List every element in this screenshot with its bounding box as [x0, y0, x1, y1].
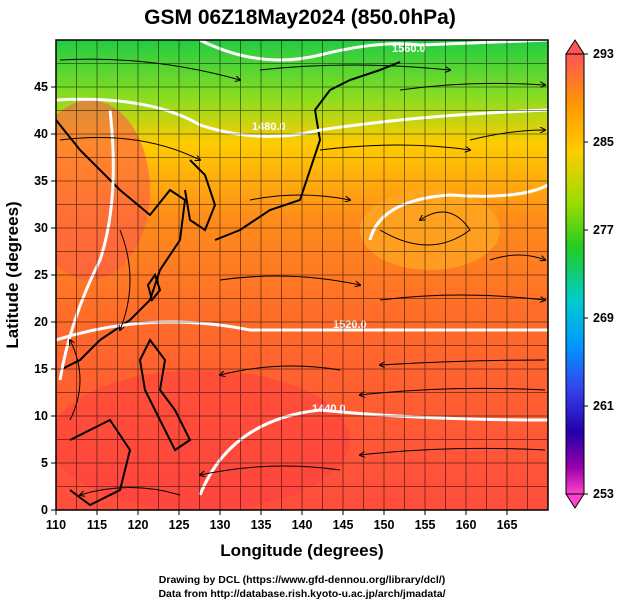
contour-1560	[199, 40, 548, 62]
streamline	[120, 229, 131, 330]
y-tick-label: 15	[34, 362, 48, 376]
streamline	[379, 211, 471, 246]
x-tick-label: 130	[210, 518, 231, 532]
contour-1500	[56, 97, 548, 138]
y-tick-label: 0	[41, 503, 48, 517]
streamline	[70, 340, 81, 421]
streamline	[200, 465, 341, 475]
streamline	[469, 130, 545, 141]
streamline	[489, 254, 545, 260]
x-tick-label: 135	[251, 518, 272, 532]
x-tick-label: 110	[46, 518, 66, 532]
streamline	[219, 275, 360, 285]
colorbar-top-cap	[565, 39, 585, 55]
y-tick-label: 35	[34, 174, 48, 188]
coastlines	[56, 61, 401, 507]
credit-line-1: Drawing by DCL (https://www.gfd-dennou.o…	[159, 574, 445, 586]
colorbar-ticks: 293 285 277 269 261 253	[584, 47, 614, 501]
credit-line-2: Data from http://database.rish.kyoto-u.a…	[158, 588, 445, 600]
chart-title: GSM 06Z18May2024 (850.0hPa)	[144, 6, 456, 29]
x-tick-label: 140	[292, 518, 313, 532]
y-axis-label: Latitude (degrees)	[3, 201, 22, 348]
contour-label: 1440.0	[312, 403, 346, 415]
x-tick-label: 125	[169, 518, 190, 532]
streamline	[360, 447, 546, 455]
streamline	[379, 294, 545, 300]
x-tick-label: 165	[497, 518, 518, 532]
contour-1440	[198, 408, 548, 496]
colorbar-tick-label: 285	[593, 135, 614, 149]
coastline-korea	[184, 159, 217, 232]
y-tick-label: 10	[34, 409, 48, 423]
colorbar-body	[565, 53, 585, 495]
streamline	[380, 359, 546, 365]
streamline	[80, 487, 181, 496]
streamline	[319, 144, 470, 150]
contour-label: 1520.0	[333, 319, 367, 331]
x-axis-label: Longitude (degrees)	[220, 541, 383, 560]
y-tick-label: 30	[34, 221, 48, 235]
wind-streamlines	[59, 58, 546, 496]
colorbar-tick-label: 269	[593, 311, 614, 325]
colorbar-tick-label: 293	[593, 47, 614, 61]
colorbar-tick-label: 277	[593, 223, 614, 237]
coastline-japan	[214, 61, 401, 241]
contour-west	[58, 109, 115, 381]
colorbar-tick-label: 253	[593, 487, 614, 501]
coastline-china	[56, 119, 187, 371]
x-tick-label: 115	[87, 518, 107, 532]
streamline	[220, 365, 341, 375]
contour-label: 1480.0	[252, 121, 286, 133]
y-tick-label: 45	[34, 80, 48, 94]
coastline-philippines	[138, 338, 192, 452]
colorbar-bottom-cap	[565, 493, 585, 509]
warm-region-south	[56, 370, 350, 510]
colorbar-tick-label: 261	[593, 399, 614, 413]
cool-cyclone-region	[360, 190, 500, 270]
y-tick-label: 5	[41, 456, 48, 470]
height-contours	[56, 40, 548, 496]
streamline	[59, 137, 200, 161]
map-area: 1560.0 1480.0 1440.0 1520.0	[56, 40, 548, 510]
x-tick-label: 150	[374, 518, 395, 532]
x-tick-label: 145	[333, 518, 354, 532]
y-tick-label: 25	[34, 268, 48, 282]
y-tick-label: 40	[34, 127, 48, 141]
coastline-borneo	[69, 418, 132, 507]
streamline	[59, 58, 240, 80]
warm-region-west	[56, 100, 150, 280]
x-tick-label: 155	[415, 518, 436, 532]
contour-label: 1560.0	[392, 43, 426, 55]
y-axis-ticks: 0 5 10 15 20 25 30 35 40 45	[34, 80, 56, 517]
latlon-grid	[56, 40, 548, 510]
x-axis-ticks: 110 115 120 125 130 135 140 145 150 155 160 165	[46, 510, 518, 532]
x-tick-label: 160	[456, 518, 477, 532]
colorbar: 293 285 277 269 261 253	[565, 39, 614, 509]
y-tick-label: 20	[34, 315, 48, 329]
contour-1520-loop	[368, 183, 548, 241]
x-tick-label: 120	[128, 518, 149, 532]
